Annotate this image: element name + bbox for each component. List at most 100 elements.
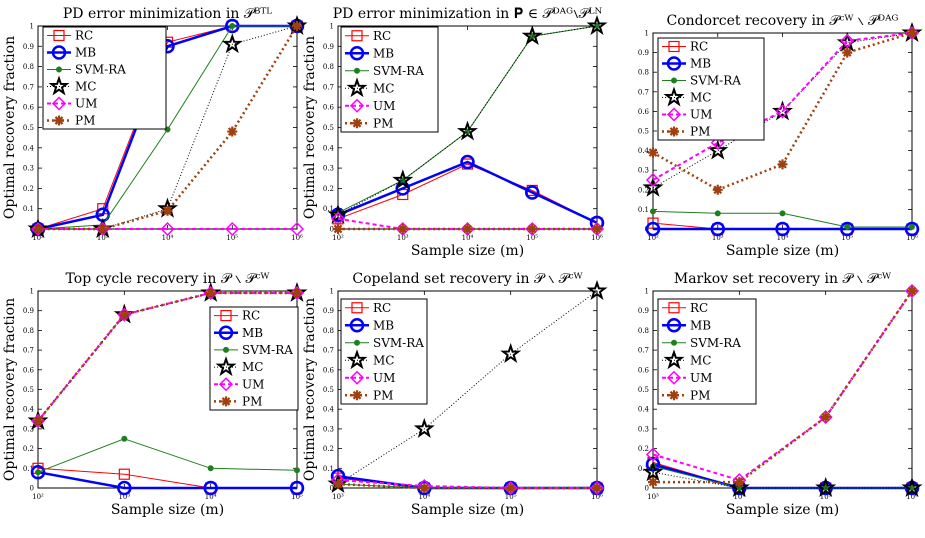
series-line-um — [337, 217, 597, 230]
legend-entry-mb: MB — [690, 57, 711, 71]
data-point-pm — [820, 412, 831, 423]
y-tick-label: 1 — [645, 288, 649, 296]
chart-title: PD error minimization in 𝐏 ∈ 𝒫ᴰᴬᴳ∖𝒫ᴸᴺ — [333, 6, 603, 22]
data-point-um — [460, 221, 475, 237]
legend-entry-rc: RC — [373, 29, 391, 43]
legend-marker-pm — [669, 390, 679, 401]
y-tick-label: 0 — [330, 226, 334, 234]
y-axis-label: Optimal recovery fraction — [2, 298, 18, 481]
legend-marker-mc — [48, 75, 70, 96]
data-point-mb — [525, 185, 540, 200]
legend-marker-um — [349, 98, 365, 113]
data-point-pm — [527, 224, 538, 234]
series-pm — [648, 286, 917, 488]
y-tick-label: 0.9 — [638, 49, 649, 57]
x-tick-label: 10⁶ — [591, 493, 603, 501]
y-tick-label: 0.1 — [323, 465, 334, 473]
chart-panel-4: 0 0.1 0.2 0.3 0.4 0.5 0.6 0.7 0.8 0.9 1 10² 10³ 10⁴ 10… — [2, 271, 308, 518]
y-tick-label: 0.5 — [323, 386, 334, 394]
legend-entry-um: UM — [690, 108, 712, 122]
data-point-um — [95, 221, 110, 237]
data-point-um — [710, 135, 725, 150]
x-axis-label: Sample size (m) — [411, 502, 524, 518]
x-tick-label: 10⁵ — [505, 493, 517, 501]
data-point-svm-ra — [121, 435, 128, 442]
data-point-pm — [205, 287, 216, 298]
x-tick-label: 10⁵ — [841, 234, 853, 242]
data-point-pm — [648, 477, 658, 488]
y-tick-label: 1 — [30, 288, 34, 296]
x-tick-label: 10⁶ — [906, 234, 918, 242]
legend-marker-rc — [668, 302, 680, 314]
legend-entry-mc: MC — [75, 80, 96, 94]
data-point-mc — [772, 100, 793, 121]
series-line-um — [37, 292, 297, 422]
legend-marker-mb — [218, 325, 234, 340]
legend-marker-um — [666, 107, 682, 122]
legend: RC MB SVM-RA MC UM PM — [42, 26, 167, 130]
series-line-rc — [337, 163, 598, 224]
y-tick-label: 0.7 — [23, 347, 34, 355]
x-tick-label: 10² — [32, 493, 44, 501]
series-svm-ra — [650, 208, 915, 231]
legend-entry-mb: MB — [75, 46, 96, 60]
y-tick-label: 0.5 — [638, 128, 649, 136]
data-point-mc — [327, 203, 349, 224]
data-point-mb — [904, 221, 920, 237]
y-tick-label: 0.5 — [638, 386, 649, 394]
data-point-svm-ra — [294, 467, 300, 474]
data-point-pm — [712, 184, 723, 195]
legend-marker-rc — [220, 309, 232, 322]
data-point-mb — [775, 221, 790, 237]
y-tick-label: 1 — [330, 23, 334, 31]
y-tick-label: 0.3 — [323, 165, 334, 173]
y-tick-label: 0.8 — [23, 63, 34, 71]
legend: RC MB SVM-RA MC UM PM — [340, 298, 428, 405]
legend-box — [42, 26, 167, 130]
data-point-svm-ra — [650, 208, 656, 215]
chart-title: Markov set recovery in 𝒫 ∖ 𝒫ᶜᵂ — [674, 271, 892, 287]
data-point-mb — [645, 221, 661, 237]
data-point-pm — [462, 224, 473, 234]
y-tick-label: 1 — [645, 30, 649, 38]
y-tick-label: 0.2 — [323, 445, 334, 453]
data-point-pm — [292, 21, 302, 31]
chart-panel-6: 0 0.1 0.2 0.3 0.4 0.5 0.6 0.7 0.8 0.9 1 10³ 10⁴ 10⁵ 10… — [638, 271, 923, 518]
data-point-um — [160, 221, 175, 237]
y-axis-label: Optimal recovery fraction — [302, 36, 318, 219]
x-tick-label: 10⁶ — [591, 234, 603, 242]
y-tick-label: 0.9 — [638, 307, 649, 315]
x-axis-label: Sample size (m) — [726, 243, 839, 259]
legend-entry-mc: MC — [690, 353, 711, 367]
y-tick-label: 0.3 — [638, 167, 649, 175]
data-point-pm — [777, 159, 788, 170]
data-point-svm-ra — [714, 210, 721, 217]
data-point-mc — [815, 476, 837, 497]
data-point-um — [503, 480, 518, 496]
data-point-um — [289, 285, 305, 301]
data-point-pm — [162, 205, 173, 216]
x-tick-label: 10⁵ — [226, 234, 238, 242]
series-um — [30, 221, 305, 237]
data-point-pm — [333, 224, 343, 234]
x-tick-label: 10³ — [332, 493, 344, 501]
y-tick-label: 0.7 — [638, 347, 649, 355]
data-point-mb — [460, 154, 475, 170]
data-point-um — [840, 33, 855, 48]
y-tick-label: 0.4 — [638, 147, 650, 155]
data-point-mc — [642, 461, 664, 482]
y-tick-label: 0.7 — [638, 88, 649, 96]
legend: RC MB SVM-RA MC UM PM — [340, 26, 439, 133]
x-axis-label: Sample size (m) — [111, 502, 224, 518]
series-um — [645, 25, 920, 188]
x-tick-label: 10³ — [712, 234, 724, 242]
chart-title: Copeland set recovery in 𝒫 ∖ 𝒫ᶜᵂ — [352, 271, 583, 287]
y-tick-label: 0.6 — [323, 366, 335, 374]
y-tick-label: 0.1 — [23, 205, 34, 213]
x-axis-label: Sample size (m) — [726, 502, 839, 518]
data-point-svm-ra — [35, 469, 41, 476]
x-tick-label: 10⁵ — [291, 493, 303, 501]
data-point-um — [589, 221, 605, 237]
y-tick-label: 0.7 — [323, 83, 334, 91]
